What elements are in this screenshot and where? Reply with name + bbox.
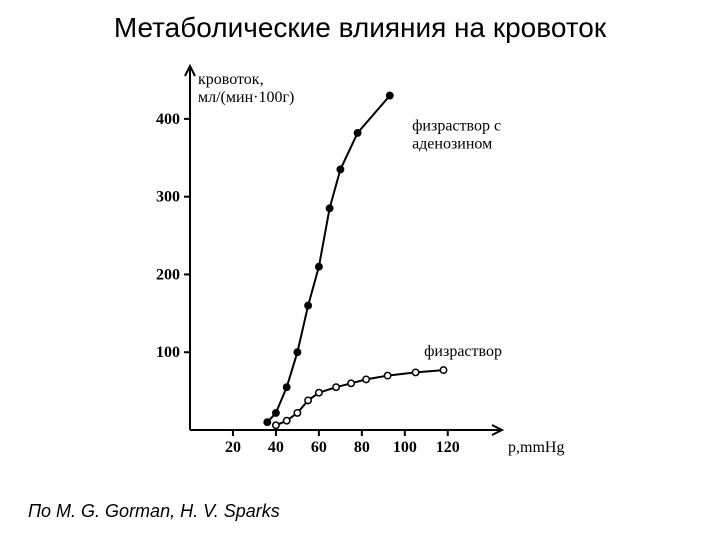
series-marker-0	[316, 264, 322, 270]
series-marker-1	[333, 384, 339, 390]
series-marker-0	[387, 92, 393, 98]
series-marker-0	[326, 205, 332, 211]
y-tick-label: 200	[156, 266, 180, 283]
series-line-1	[276, 370, 444, 425]
series-marker-1	[273, 422, 279, 428]
series-marker-0	[337, 166, 343, 172]
series-marker-0	[305, 302, 311, 308]
series-marker-1	[440, 367, 446, 373]
series-marker-1	[284, 418, 290, 424]
y-axis-title-2: мл/(мин·100г)	[198, 89, 294, 106]
series-marker-1	[316, 390, 322, 396]
slide-title: Метаболические влияния на кровоток	[0, 12, 720, 44]
y-axis-title-1: кровоток,	[198, 71, 264, 88]
x-tick-label: 80	[354, 439, 370, 456]
chart-svg: 100 200 300 400 20 40 60 80 100 120 кровоток,мл/(м…	[120, 60, 600, 480]
chart-container: 100 200 300 400 20 40 60 80 100 120 кровоток,мл/(м…	[120, 60, 600, 480]
x-tick-label: 100	[393, 439, 417, 456]
y-tick-label: 400	[156, 111, 180, 128]
series-label-adenosine-2: аденозином	[412, 135, 492, 152]
series-label-adenosine-1: физраствор с	[412, 117, 501, 134]
x-axis-title: p,mmHg	[508, 439, 564, 456]
series-marker-1	[384, 372, 390, 378]
x-tick-label: 120	[436, 439, 460, 456]
citation: По M. G. Gorman, H. V. Sparks	[28, 501, 280, 522]
series-marker-1	[412, 369, 418, 375]
series-marker-0	[264, 419, 270, 425]
series-line-0	[267, 96, 390, 423]
series-marker-1	[294, 410, 300, 416]
y-tick-label: 300	[156, 189, 180, 206]
series-marker-0	[354, 130, 360, 136]
series-marker-1	[305, 397, 311, 403]
x-tick-label: 20	[225, 439, 241, 456]
series-marker-0	[284, 384, 290, 390]
series-marker-0	[273, 410, 279, 416]
series-label-saline: физраствор	[424, 343, 502, 360]
x-tick-label: 40	[268, 439, 284, 456]
series-marker-1	[363, 376, 369, 382]
x-tick-label: 60	[311, 439, 327, 456]
y-tick-label: 100	[156, 344, 180, 361]
series-marker-1	[348, 380, 354, 386]
series-marker-0	[294, 349, 300, 355]
